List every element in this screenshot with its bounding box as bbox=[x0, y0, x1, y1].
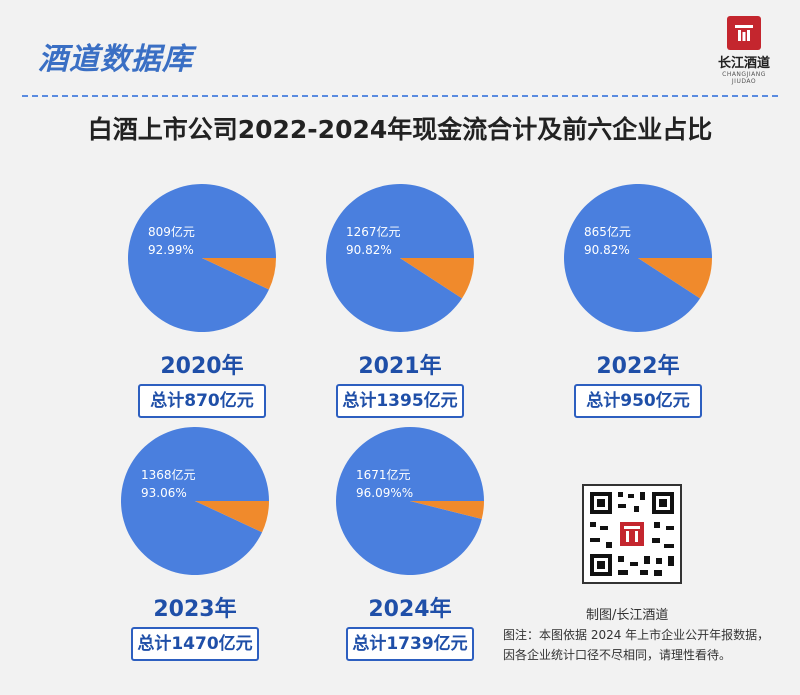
total-label: 总计950亿元 bbox=[574, 384, 702, 418]
pie-chart-1: 809亿元 92.99% 2020年总计870亿元 bbox=[112, 172, 292, 418]
pie-share-label: 92.99% bbox=[148, 243, 194, 257]
chart-title: 白酒上市公司2022-2024年现金流合计及前六企业占比 bbox=[87, 115, 713, 144]
logo: 长江酒道 CHANGJIANG JIUDAO bbox=[712, 16, 776, 85]
logo-sub-2: JIUDAO bbox=[731, 78, 757, 85]
pie-share-label: 96.09%% bbox=[356, 486, 413, 500]
pie-slice-others bbox=[195, 501, 269, 533]
qr-code bbox=[582, 484, 682, 584]
year-label: 2021年 bbox=[358, 354, 442, 379]
footnote-line-1: 图注：本图依据 2024 年上市企业公开年报数据， bbox=[503, 628, 770, 642]
logo-name: 长江酒道 bbox=[717, 56, 770, 71]
pie-share-label: 93.06% bbox=[141, 486, 187, 500]
pie-value-label: 1368亿元 bbox=[141, 467, 196, 482]
pie-svg: 1368亿元 93.06% bbox=[121, 426, 269, 575]
total-label: 总计870亿元 bbox=[138, 384, 266, 418]
pie-chart-3: 865亿元 90.82% 2022年总计950亿元 bbox=[548, 172, 728, 418]
logo-icon bbox=[727, 16, 761, 50]
header-divider bbox=[22, 95, 778, 97]
qr-code-icon bbox=[590, 492, 674, 576]
pie-slice-top6 bbox=[326, 183, 475, 332]
total-label: 总计1739亿元 bbox=[346, 627, 474, 661]
logo-sub-1: CHANGJIANG bbox=[722, 71, 766, 78]
year-label: 2023年 bbox=[153, 597, 237, 622]
pie-slice-top6 bbox=[564, 183, 712, 332]
pie-slice-others bbox=[638, 258, 712, 299]
pie-value-label: 865亿元 bbox=[584, 224, 631, 239]
year-label: 2024年 bbox=[368, 597, 452, 622]
pie-svg: 865亿元 90.82% bbox=[564, 183, 712, 332]
pie-slice-others bbox=[400, 258, 474, 299]
pie-svg: 809亿元 92.99% bbox=[128, 184, 276, 332]
pie-svg: 1267亿元 90.82% bbox=[326, 183, 475, 332]
pie-chart-5: 1671亿元 96.09%% 2024年总计1739亿元 bbox=[320, 415, 500, 661]
footnote: 图注：本图依据 2024 年上市企业公开年报数据， 因各企业统计口径不尽相同，请… bbox=[503, 625, 793, 665]
brand-title: 酒道数据库 bbox=[38, 42, 193, 77]
footnote-line-2: 因各企业统计口径不尽相同，请理性看待。 bbox=[503, 648, 732, 662]
pie-chart-2: 1267亿元 90.82% 2021年总计1395亿元 bbox=[310, 172, 490, 418]
pie-slice-others bbox=[410, 501, 484, 519]
pie-slice-top6 bbox=[121, 426, 269, 575]
pie-chart-4: 1368亿元 93.06% 2023年总计1470亿元 bbox=[105, 415, 285, 661]
pie-slice-others bbox=[202, 258, 276, 290]
total-label: 总计1395亿元 bbox=[336, 384, 464, 418]
credit: 制图/长江酒道 bbox=[586, 608, 669, 623]
pie-share-label: 90.82% bbox=[584, 243, 630, 257]
pie-share-label: 90.82% bbox=[346, 243, 392, 257]
year-label: 2020年 bbox=[160, 354, 244, 379]
year-label: 2022年 bbox=[596, 354, 680, 379]
pie-value-label: 1671亿元 bbox=[356, 467, 411, 482]
pie-value-label: 1267亿元 bbox=[346, 224, 401, 239]
pie-svg: 1671亿元 96.09%% bbox=[336, 427, 484, 575]
pie-value-label: 809亿元 bbox=[148, 224, 195, 239]
total-label: 总计1470亿元 bbox=[131, 627, 259, 661]
